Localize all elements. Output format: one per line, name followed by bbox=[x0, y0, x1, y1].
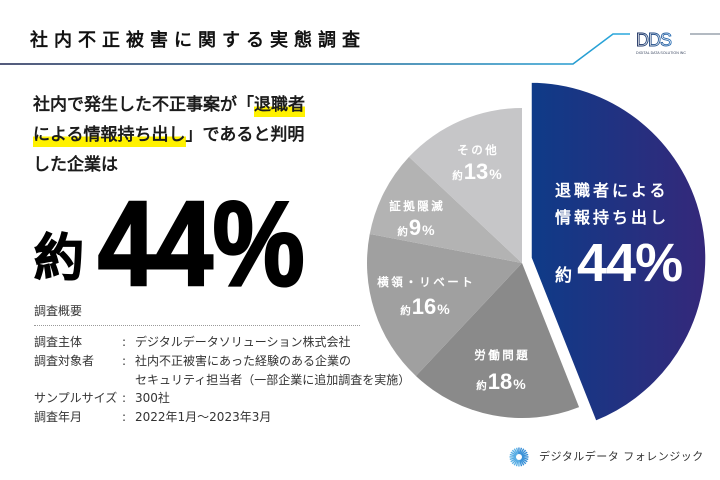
survey-value: 300社 bbox=[135, 389, 170, 408]
headline: 社内で発生した不正事案が「退職者 による情報持ち出し」であると判明 した企業は bbox=[33, 90, 305, 180]
survey-value-line: 2022年1月〜2023年3月 bbox=[135, 410, 272, 425]
pie-slice-0 bbox=[528, 79, 709, 425]
value-unit: % bbox=[513, 376, 526, 392]
value-number: 9 bbox=[408, 215, 422, 240]
value-unit: % bbox=[437, 301, 450, 317]
pie-label-name: 横領・リベート bbox=[377, 275, 476, 289]
value-prefix: 約 bbox=[555, 266, 572, 286]
value-prefix: 約 bbox=[397, 226, 408, 238]
value-number: 44 bbox=[577, 233, 636, 293]
value-prefix: 約 bbox=[400, 305, 411, 317]
pie-label-retiree-leak: 退職者による情報持ち出し 約44% bbox=[555, 177, 683, 303]
headline-text: 」であると判明 bbox=[185, 125, 305, 145]
stat-prefix: 約 bbox=[33, 229, 84, 287]
survey-row: 調査主体 : デジタルデータソリューション株式会社 bbox=[34, 333, 410, 352]
value-unit: % bbox=[635, 233, 683, 293]
survey-row: 調査対象者 : 社内不正被害にあった経験のある企業の セキュリティ担当者（一部企… bbox=[34, 352, 410, 390]
survey-label: 調査主体 bbox=[34, 335, 83, 349]
survey-row: 調査年月 : 2022年1月〜2023年3月 bbox=[34, 408, 410, 427]
pie-label-value: 約18% bbox=[441, 370, 561, 398]
value-number: 13 bbox=[463, 159, 489, 184]
survey-value-line: 300社 bbox=[135, 391, 170, 406]
pie-label-name: 退職者による情報持ち出し bbox=[555, 181, 670, 227]
pie-slice-4 bbox=[409, 108, 522, 263]
survey-separator: : bbox=[122, 335, 127, 349]
survey-value: 2022年1月〜2023年3月 bbox=[135, 408, 271, 427]
survey-row: サンプルサイズ : 300社 bbox=[34, 389, 410, 408]
headline-highlight: による情報持ち出し bbox=[33, 125, 186, 147]
logo-tagline: DIGITAL DATA SOLUTION INC bbox=[636, 51, 686, 55]
value-number: 16 bbox=[411, 294, 437, 319]
survey-value-line: デジタルデータソリューション株式会社 bbox=[135, 335, 351, 349]
value-prefix: 約 bbox=[452, 170, 463, 182]
stat-number: 44 bbox=[97, 177, 214, 311]
pie-label-value: 約16% bbox=[365, 295, 485, 323]
pie-label-labor: 労働問題 約18% bbox=[441, 347, 561, 398]
page-title: 社内不正被害に関する実態調査 bbox=[30, 30, 366, 51]
survey-value-line: 社内不正被害にあった経験のある企業の bbox=[135, 353, 352, 368]
survey-value: デジタルデータソリューション株式会社 bbox=[135, 333, 351, 352]
pie-slice-1 bbox=[415, 263, 580, 419]
headline-text: 社内で発生した不正事案が「 bbox=[33, 95, 254, 115]
headline-line: した企業は bbox=[33, 150, 305, 180]
pie-label-value: 約9% bbox=[356, 216, 476, 244]
survey-separator: : bbox=[122, 391, 127, 406]
headline-line: による情報持ち出し」であると判明 bbox=[33, 120, 305, 150]
survey-label: 調査対象者 bbox=[34, 353, 95, 368]
forensic-logo-icon bbox=[509, 447, 529, 467]
stat-value: 44% bbox=[97, 183, 306, 306]
dds-logo: DDS DIGITAL DATA SOLUTION INC bbox=[636, 30, 687, 55]
survey-separator: : bbox=[122, 410, 127, 425]
pie-label-name: その他 bbox=[457, 143, 500, 157]
pie-label-value: 約44% bbox=[555, 233, 683, 303]
survey-divider bbox=[34, 325, 360, 326]
stat-unit: % bbox=[212, 177, 306, 311]
logo-mark: DDS bbox=[636, 30, 672, 50]
survey-separator: : bbox=[122, 353, 127, 368]
pie-slice-2 bbox=[367, 233, 522, 376]
pie-label-name: 労働問題 bbox=[474, 348, 531, 362]
survey-value-line: セキュリティ担当者（一部企業に追加調査を実施） bbox=[135, 372, 411, 387]
header-divider bbox=[0, 33, 720, 65]
value-unit: % bbox=[489, 166, 502, 182]
value-number: 18 bbox=[487, 369, 513, 394]
survey-label: 調査年月 bbox=[34, 410, 83, 425]
pie-label-other: その他 約13% bbox=[417, 142, 537, 188]
survey-heading: 調査概要 bbox=[34, 304, 83, 318]
value-unit: % bbox=[422, 222, 435, 238]
survey-value: 社内不正被害にあった経験のある企業の セキュリティ担当者（一部企業に追加調査を実… bbox=[135, 352, 410, 390]
headline-line: 社内で発生した不正事案が「退職者 bbox=[33, 90, 305, 120]
survey-label: サンプルサイズ bbox=[34, 391, 118, 406]
headline-text: した企業は bbox=[33, 155, 118, 175]
value-prefix: 約 bbox=[476, 380, 487, 392]
pie-label-embezzlement: 横領・リベート 約16% bbox=[365, 274, 485, 323]
pie-slice-3 bbox=[369, 156, 522, 263]
pie-label-evidence-destruction: 証拠隠滅 約9% bbox=[356, 198, 476, 244]
header-rule-line bbox=[0, 33, 630, 65]
pie-label-name: 証拠隠滅 bbox=[389, 199, 446, 213]
headline-highlight: 退職者 bbox=[254, 95, 305, 117]
survey-table: 調査主体 : デジタルデータソリューション株式会社 調査対象者 : 社内不正被害… bbox=[34, 333, 410, 427]
pie-label-value: 約13% bbox=[417, 160, 537, 188]
footer-brand: デジタルデータ フォレンジック bbox=[539, 450, 704, 463]
